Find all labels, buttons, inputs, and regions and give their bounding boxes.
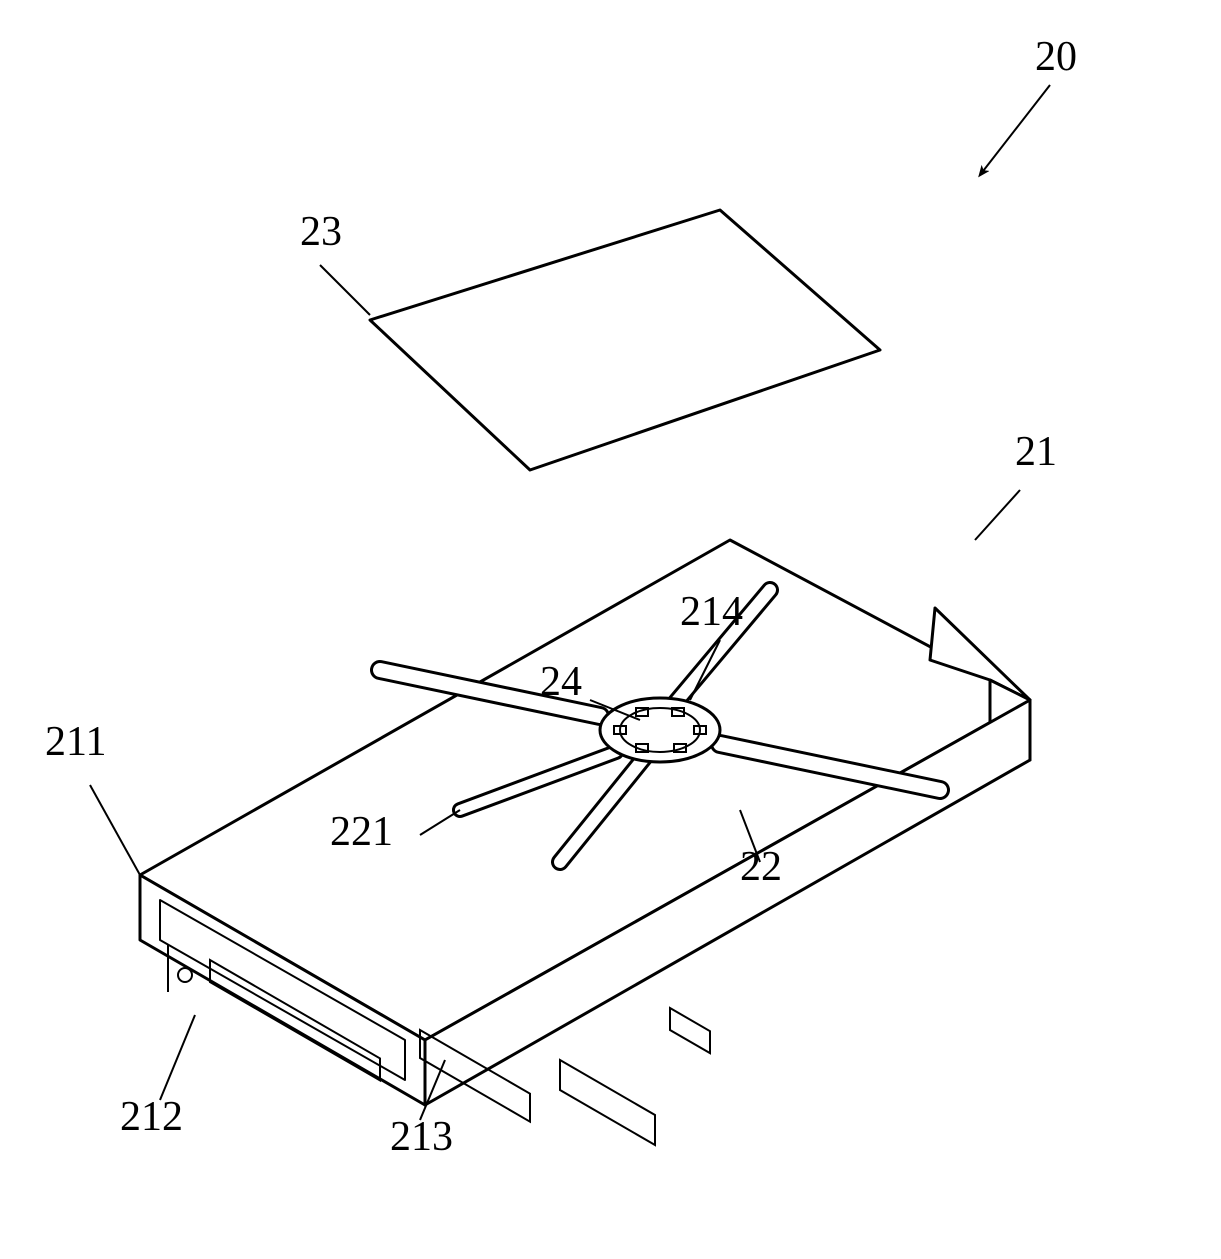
label-front_detail_a: 212 — [120, 1094, 183, 1140]
leader-sheet — [320, 265, 370, 315]
label-assembly: 20 — [1035, 34, 1077, 80]
label-hub_slot: 214 — [680, 589, 743, 635]
leader-assembly — [980, 85, 1050, 175]
leader-front_face — [90, 785, 140, 875]
leader-front_detail_a — [160, 1015, 195, 1100]
label-front_detail_b: 213 — [390, 1114, 453, 1160]
front-button — [178, 968, 192, 982]
leader-housing — [975, 490, 1020, 540]
label-blade: 22 — [740, 844, 782, 890]
label-blade_tip: 221 — [330, 809, 393, 855]
label-housing: 21 — [1015, 429, 1057, 475]
label-hub_center: 24 — [540, 659, 582, 705]
front-port-c — [670, 1008, 710, 1053]
front-port-b — [560, 1060, 655, 1145]
exploded-view-diagram: 20 23 21 214 24 211 221 22 212 213 — [0, 0, 1221, 1259]
sheet-23 — [370, 210, 880, 470]
label-front_face: 211 — [45, 719, 106, 765]
label-sheet: 23 — [300, 209, 342, 255]
